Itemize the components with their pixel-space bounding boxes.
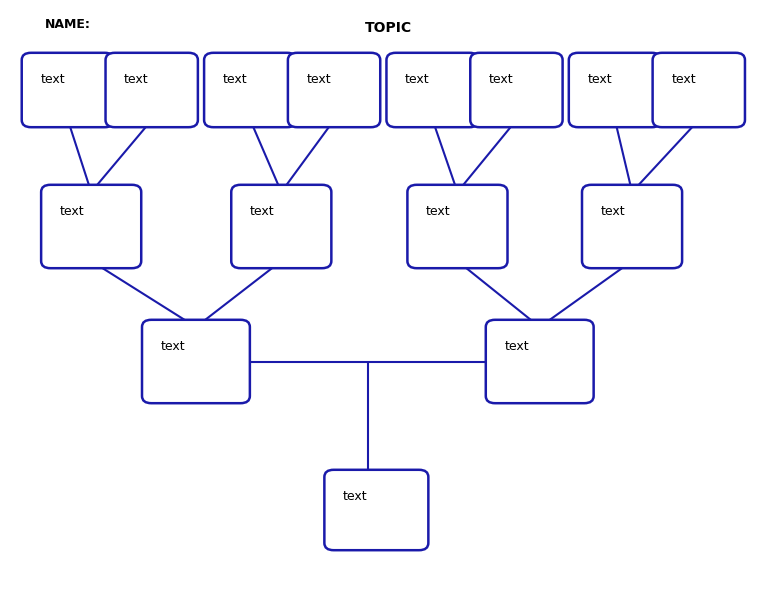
Text: text: text [250,205,275,218]
FancyBboxPatch shape [41,185,141,268]
Text: TOPIC: TOPIC [365,21,411,35]
Text: text: text [124,73,149,86]
Text: NAME:: NAME: [45,18,91,31]
FancyBboxPatch shape [582,185,682,268]
FancyBboxPatch shape [486,320,594,403]
Text: text: text [426,205,451,218]
FancyBboxPatch shape [22,53,114,127]
FancyBboxPatch shape [653,53,745,127]
FancyBboxPatch shape [231,185,331,268]
Text: text: text [343,490,368,503]
Text: text: text [161,340,185,353]
Text: text: text [40,73,65,86]
Text: text: text [504,340,529,353]
Text: text: text [60,205,85,218]
Text: text: text [489,73,514,86]
FancyBboxPatch shape [142,320,250,403]
FancyBboxPatch shape [324,470,428,550]
FancyBboxPatch shape [569,53,661,127]
FancyBboxPatch shape [204,53,296,127]
Text: text: text [587,73,612,86]
Text: text: text [223,73,248,86]
Text: text: text [601,205,625,218]
FancyBboxPatch shape [386,53,479,127]
FancyBboxPatch shape [407,185,508,268]
Text: text: text [405,73,430,86]
Text: text: text [307,73,331,86]
FancyBboxPatch shape [470,53,563,127]
Text: text: text [671,73,696,86]
FancyBboxPatch shape [106,53,198,127]
FancyBboxPatch shape [288,53,380,127]
